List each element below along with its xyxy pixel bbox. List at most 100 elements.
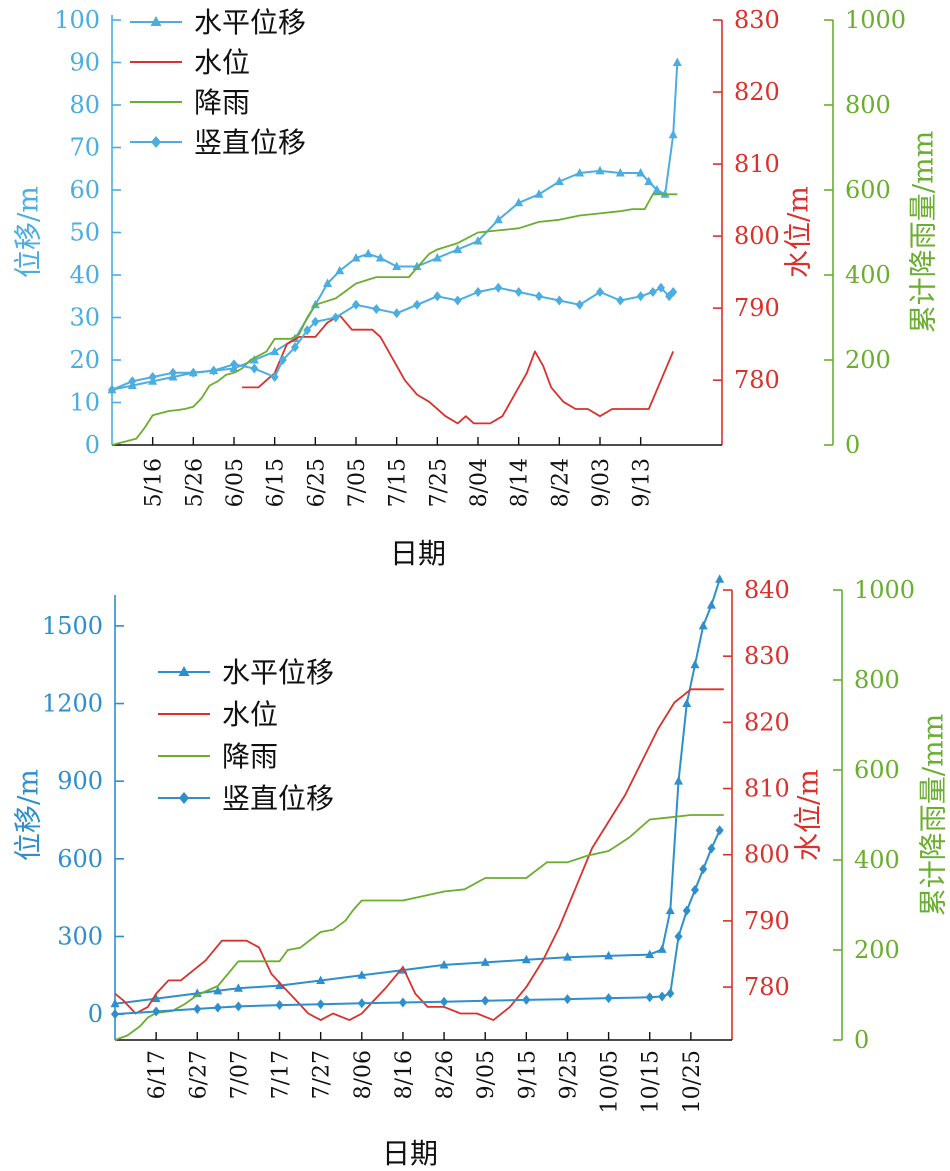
data-point	[514, 197, 524, 207]
data-point	[275, 980, 285, 990]
left-axis-tick-label: 50	[69, 219, 100, 247]
x-axis-tick-label: 7/25	[426, 458, 451, 507]
rain-axis-tick-label: 600	[845, 176, 891, 204]
data-point	[189, 367, 198, 378]
chart-top: 0 10 20 30 40 50 60 70 80 90 100 位移/m 780 790 800 810 82…	[12, 6, 940, 570]
water-axis-tick-label: 780	[734, 366, 780, 394]
rain-axis-tick-label: 800	[845, 91, 891, 119]
data-point	[278, 355, 287, 365]
data-point	[636, 291, 645, 302]
left-axis-tick-label: 40	[69, 261, 100, 289]
data-point	[644, 176, 654, 185]
water-axis-tick-label: 820	[744, 708, 790, 736]
data-point	[534, 189, 544, 198]
series-rainfall	[114, 814, 724, 1041]
data-point	[151, 993, 161, 1003]
data-point	[514, 287, 523, 297]
data-point	[658, 991, 667, 1002]
rain-axis-tick-label: 0	[854, 1026, 869, 1054]
series-water-level	[114, 688, 724, 1021]
rain-axis-tick-label: 200	[854, 936, 900, 964]
left-axis-tick-label: 80	[69, 91, 100, 119]
x-axis-tick-label: 7/05	[345, 458, 370, 507]
data-point	[352, 299, 360, 310]
x-axis-tick-label: 8/26	[433, 1050, 458, 1099]
rain-axis-title: 累计降雨量/mm	[907, 131, 940, 334]
left-axis-tick-label: 0	[85, 431, 100, 459]
left-axis-tick-label: 70	[69, 134, 100, 162]
data-point	[595, 165, 605, 175]
data-point	[193, 1003, 202, 1014]
left-axis-tick-label: 1500	[42, 612, 103, 640]
data-point	[575, 168, 585, 177]
legend-marker	[178, 666, 190, 676]
left-axis-tick-label: 900	[57, 767, 103, 795]
series-line	[114, 814, 724, 1041]
data-point	[413, 299, 421, 310]
data-point	[562, 952, 572, 961]
water-axis-tick-label: 830	[734, 6, 780, 34]
data-point	[357, 998, 366, 1009]
data-point	[596, 287, 604, 297]
data-point	[645, 992, 654, 1003]
data-point	[249, 355, 259, 364]
data-point	[234, 1001, 243, 1012]
data-point	[474, 287, 482, 297]
data-point	[108, 384, 116, 395]
rain-axis-tick-label: 1000	[845, 6, 906, 34]
data-point	[715, 574, 725, 583]
data-point	[699, 864, 708, 875]
x-axis-tick-label: 6/15	[264, 458, 289, 507]
data-point	[706, 600, 716, 609]
legend-label: 竖直位移	[222, 782, 334, 815]
data-point	[715, 825, 724, 836]
data-point	[169, 367, 177, 378]
x-axis-tick-label: 8/16	[392, 1050, 417, 1099]
left-axis-tick-label: 90	[69, 49, 100, 77]
data-point	[250, 363, 259, 374]
left-axis-title: 位移/m	[12, 769, 45, 861]
data-point	[323, 278, 333, 287]
data-point	[148, 372, 157, 382]
left-axis-tick-label: 10	[69, 389, 100, 417]
data-point	[493, 214, 503, 224]
left-axis-tick-label: 300	[57, 922, 103, 950]
x-axis-tick-label: 10/15	[639, 1050, 664, 1113]
data-point	[480, 957, 490, 966]
left-axis-tick-label: 30	[69, 304, 100, 332]
left-axis-tick-label: 60	[69, 176, 100, 204]
data-point	[682, 698, 692, 708]
x-axis-tick-label: 5/26	[182, 458, 207, 507]
x-axis-tick-label: 7/17	[269, 1050, 294, 1099]
series-line	[111, 62, 679, 391]
x-axis-tick-label: 8/14	[508, 458, 533, 507]
data-point	[636, 168, 646, 177]
water-axis-tick-label: 840	[744, 576, 790, 604]
left-axis-tick-label: 100	[54, 6, 100, 34]
x-axis-tick-label: 6/17	[145, 1050, 170, 1099]
data-point	[372, 304, 381, 314]
data-point	[398, 997, 407, 1008]
data-point	[674, 931, 683, 942]
rain-axis-tick-label: 400	[845, 261, 891, 289]
data-point	[357, 970, 367, 979]
data-point	[439, 959, 449, 969]
legend-label: 降雨	[222, 740, 278, 773]
rain-axis-tick-label: 400	[854, 846, 900, 874]
x-axis-tick-label: 6/25	[304, 458, 329, 507]
data-point	[270, 346, 280, 355]
x-axis-tick-label: 10/05	[598, 1050, 623, 1113]
data-point	[555, 295, 564, 306]
data-point	[604, 950, 614, 960]
data-point	[615, 168, 625, 177]
x-axis-tick-label: 9/05	[474, 1050, 499, 1099]
legend-label: 水位	[222, 698, 278, 731]
x-axis-tick-label: 8/04	[467, 458, 492, 507]
data-point	[335, 265, 345, 275]
data-point	[303, 325, 312, 336]
data-point	[453, 244, 463, 253]
data-point	[604, 993, 613, 1004]
series-line	[114, 829, 721, 1016]
rain-axis-title: 累计降雨量/mm	[917, 714, 950, 917]
